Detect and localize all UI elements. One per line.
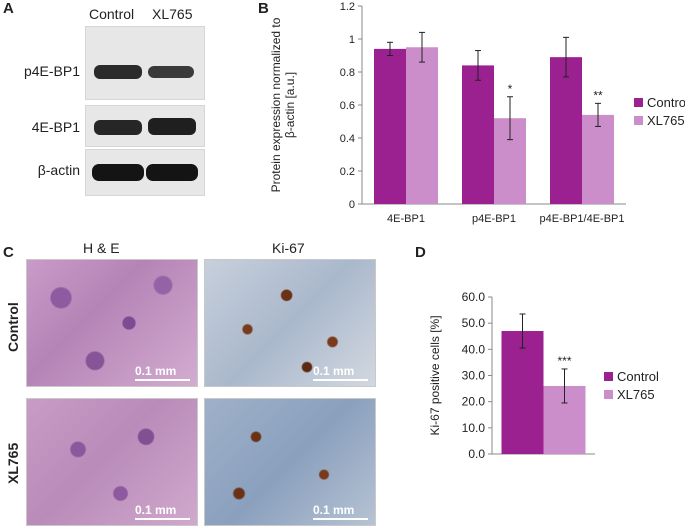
legend-label-xl765: XL765 bbox=[647, 113, 685, 128]
y-tick-label: 0.6 bbox=[340, 100, 355, 112]
scale-bar-label: 0.1 mm bbox=[313, 503, 355, 517]
bar-xl765 bbox=[406, 47, 438, 204]
y-tick-label: 0 bbox=[349, 199, 355, 211]
y-tick-label: 1.2 bbox=[340, 1, 355, 13]
blot-label-4ebp1: 4E-BP1 bbox=[31, 119, 80, 135]
blot-4ebp1 bbox=[85, 105, 205, 147]
legend-swatch-control bbox=[604, 372, 613, 381]
panel-letter-a: A bbox=[3, 0, 14, 17]
significance-mark: *** bbox=[557, 354, 571, 368]
legend-swatch-xl765 bbox=[604, 390, 613, 399]
histology-row-control: Control bbox=[5, 302, 21, 352]
bar-control bbox=[462, 65, 494, 205]
significance-mark: * bbox=[508, 82, 513, 96]
scale-bar bbox=[135, 518, 190, 520]
legend-swatch-xl765 bbox=[634, 116, 643, 125]
panel-letter-c: C bbox=[3, 244, 14, 261]
scale-bar bbox=[313, 518, 368, 520]
micrograph-control-he: 0.1 mm bbox=[26, 259, 198, 387]
scale-bar-label: 0.1 mm bbox=[135, 364, 177, 378]
bar-control bbox=[550, 57, 582, 205]
y-tick-label: 1 bbox=[349, 34, 355, 46]
blot-beta-actin bbox=[85, 149, 205, 196]
band bbox=[94, 65, 142, 79]
micrograph-xl765-ki67: 0.1 mm bbox=[204, 398, 376, 526]
significance-mark: ** bbox=[593, 88, 603, 102]
chart-protein-expression: 0 0.2 0.4 0.6 0.8 1 1.2 Protein expression norm… bbox=[269, 1, 685, 225]
scale-bar-label: 0.1 mm bbox=[313, 364, 355, 378]
histology-col-ki67: Ki-67 bbox=[272, 240, 305, 256]
y-tick-label: 50.0 bbox=[462, 316, 486, 330]
micrograph-xl765-he: 0.1 mm bbox=[26, 398, 198, 526]
scale-bar bbox=[313, 379, 368, 381]
y-tick-label: 20.0 bbox=[462, 395, 486, 409]
y-tick-label: 40.0 bbox=[462, 342, 486, 356]
histology-col-he: H & E bbox=[83, 240, 120, 256]
y-tick-label: 0.4 bbox=[340, 133, 355, 145]
bar-control bbox=[374, 48, 406, 205]
bar-control bbox=[501, 331, 544, 454]
band bbox=[146, 164, 198, 181]
y-axis-label: Protein expression normalized toβ-actin … bbox=[269, 17, 297, 192]
scale-bar bbox=[135, 379, 190, 381]
y-tick-label: 0.2 bbox=[340, 166, 355, 178]
histology-row-xl765: XL765 bbox=[5, 442, 21, 484]
y-axis-label-line: Protein expression normalized to bbox=[269, 17, 283, 192]
chart-ki67: 0.0 10.0 20.0 30.0 40.0 50.0 60.0 Ki-67 positiv… bbox=[428, 290, 659, 461]
scale-bar-label: 0.1 mm bbox=[135, 503, 177, 517]
legend-label-xl765: XL765 bbox=[617, 387, 655, 402]
x-tick-label: p4E-BP1/4E-BP1 bbox=[540, 213, 625, 225]
y-axis-label: Ki-67 positive cells [%] bbox=[428, 315, 442, 435]
micrograph-control-ki67: 0.1 mm bbox=[204, 259, 376, 387]
y-axis-label-line: β-actin [a.u.] bbox=[283, 72, 297, 138]
x-tick-label: p4E-BP1 bbox=[472, 213, 516, 225]
band bbox=[92, 164, 144, 181]
blot-col-xl765: XL765 bbox=[152, 6, 193, 22]
band bbox=[148, 66, 194, 78]
y-tick-label: 30.0 bbox=[462, 369, 486, 383]
blot-col-control: Control bbox=[89, 6, 135, 22]
panel-letter-d: D bbox=[415, 244, 426, 261]
legend-swatch-control bbox=[634, 98, 643, 107]
blot-label-beta-actin: β-actin bbox=[37, 162, 80, 178]
y-tick-label: 10.0 bbox=[462, 421, 486, 435]
legend-label-control: Control bbox=[647, 95, 685, 110]
blot-p4ebp1 bbox=[85, 26, 205, 100]
bar-xl765 bbox=[582, 114, 614, 204]
band bbox=[94, 120, 142, 135]
panel-letter-b: B bbox=[258, 0, 269, 17]
y-tick-label: 0.0 bbox=[468, 447, 485, 461]
blot-label-p4ebp1: p4E-BP1 bbox=[23, 63, 80, 79]
y-tick-label: 60.0 bbox=[462, 290, 486, 304]
y-tick-label: 0.8 bbox=[340, 67, 355, 79]
band bbox=[148, 118, 196, 135]
x-tick-label: 4E-BP1 bbox=[387, 213, 425, 225]
legend-label-control: Control bbox=[617, 369, 659, 384]
